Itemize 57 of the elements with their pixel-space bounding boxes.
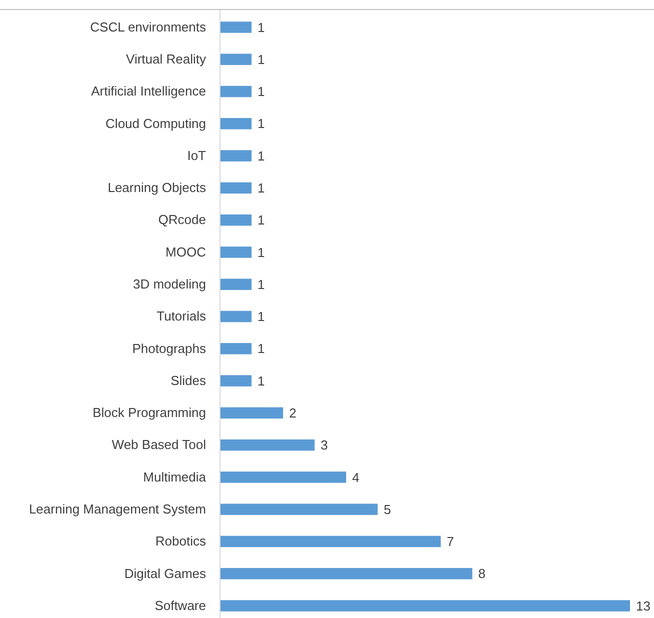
y-tick-label: Cloud Computing xyxy=(106,116,206,131)
y-tick-label: Web Based Tool xyxy=(112,437,206,452)
bar xyxy=(220,310,252,322)
data-label: 1 xyxy=(258,244,265,260)
y-tick-label: IoT xyxy=(187,148,206,163)
y-tick-label: Photographs xyxy=(132,340,206,356)
data-label: 1 xyxy=(258,84,265,100)
bar xyxy=(220,568,472,580)
data-label: 1 xyxy=(258,373,265,388)
data-label: 1 xyxy=(258,20,265,35)
data-label: 1 xyxy=(258,116,265,132)
bar xyxy=(220,600,630,612)
data-label: 1 xyxy=(258,276,265,292)
y-tick-label: Software xyxy=(154,598,206,613)
y-tick-label: Virtual Reality xyxy=(126,52,206,67)
bar xyxy=(220,278,252,290)
bar xyxy=(220,407,284,419)
data-label: 1 xyxy=(258,212,265,228)
y-tick-label: Learning Management System xyxy=(28,502,206,517)
y-tick-label: Multimedia xyxy=(143,469,207,484)
bar xyxy=(220,54,252,65)
y-tick-label: Robotics xyxy=(155,534,206,549)
y-tick-label: CSCL environments xyxy=(90,19,206,34)
y-tick-label: Block Programming xyxy=(92,405,206,420)
y-tick-label: Slides xyxy=(170,372,206,388)
data-label: 3 xyxy=(320,438,328,453)
bar xyxy=(220,472,346,483)
data-label: 4 xyxy=(352,470,360,485)
data-label: 2 xyxy=(289,405,296,420)
y-tick-label: MOOC xyxy=(166,244,206,260)
data-label: 7 xyxy=(446,534,454,550)
bar xyxy=(220,536,441,548)
y-tick-label: Artificial Intelligence xyxy=(91,84,206,99)
data-label: 1 xyxy=(258,341,265,356)
data-label: 1 xyxy=(258,52,265,67)
bar xyxy=(220,22,252,33)
y-tick-label: Learning Objects xyxy=(108,180,206,196)
bar xyxy=(220,86,252,98)
bar xyxy=(220,246,252,258)
y-tick-label: Tutorials xyxy=(156,308,206,324)
data-label: 8 xyxy=(478,566,486,582)
y-tick-label: QRcode xyxy=(158,212,206,228)
data-label: 1 xyxy=(258,180,265,196)
data-label: 1 xyxy=(258,148,265,164)
data-label: 13 xyxy=(636,598,650,614)
bar xyxy=(220,343,252,354)
data-label: 1 xyxy=(258,309,265,324)
bar xyxy=(220,214,252,226)
data-label: 5 xyxy=(384,502,391,517)
bar xyxy=(220,182,252,194)
bar xyxy=(220,150,252,162)
bar xyxy=(220,375,252,386)
bar xyxy=(220,439,315,451)
bar xyxy=(220,118,252,130)
bar xyxy=(220,504,378,515)
y-tick-label: Digital Games xyxy=(124,566,206,581)
y-tick-label: 3D modeling xyxy=(133,276,206,292)
